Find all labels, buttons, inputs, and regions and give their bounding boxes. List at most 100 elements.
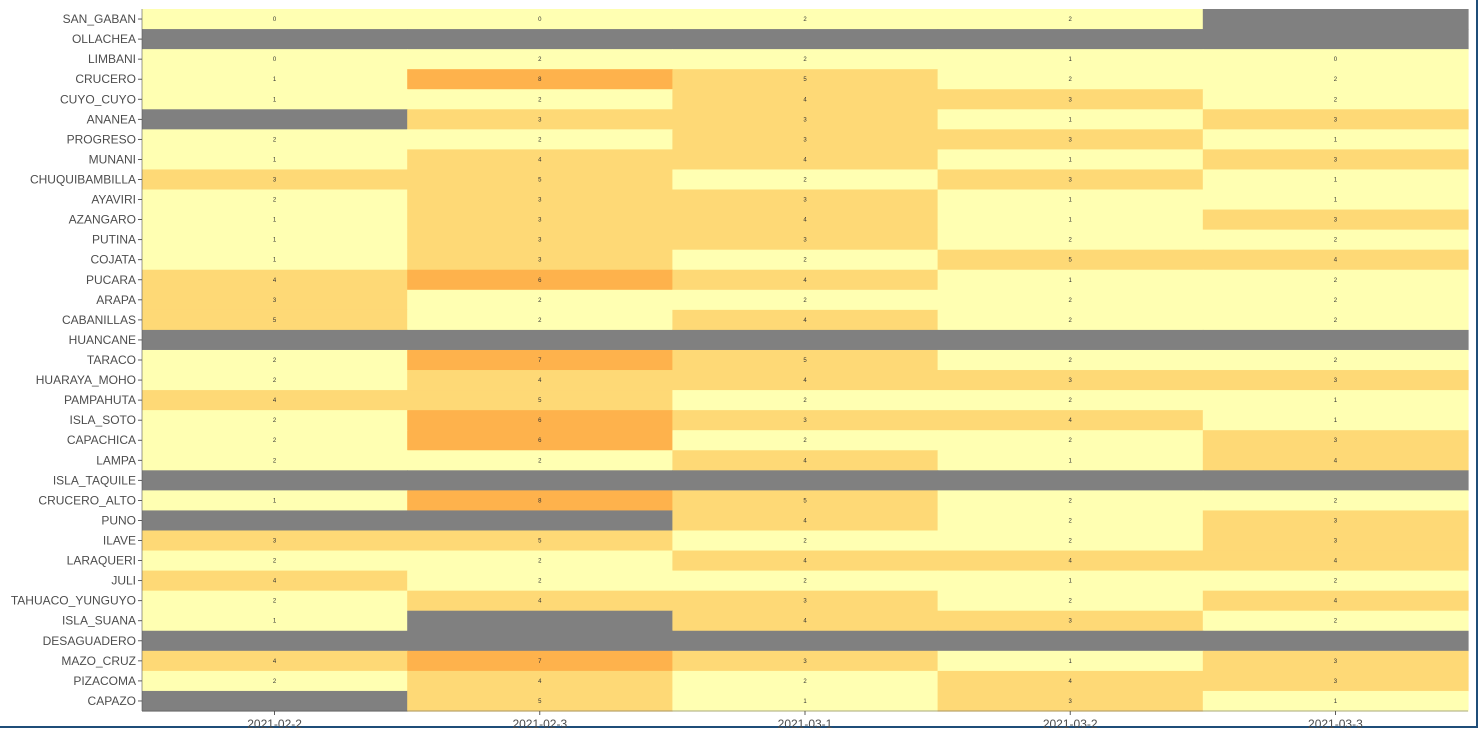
heatmap-cell [937, 590, 1204, 612]
heatmap-cell [937, 129, 1204, 150]
heatmap-cell [937, 29, 1204, 50]
cell-value-label: 3 [538, 238, 542, 244]
cell-value-label: 3 [1069, 137, 1073, 143]
heatmap-cell [407, 550, 673, 572]
heatmap-cell [407, 149, 673, 171]
heatmap-cell [937, 430, 1204, 451]
y-tick-label: ISLA_TAQUILE [53, 473, 136, 487]
cell-value-label: 2 [538, 298, 542, 304]
heatmap-cell [407, 89, 673, 110]
cell-value-label: 6 [538, 438, 542, 444]
y-tick-label: ISLA_SUANA [62, 614, 136, 628]
heatmap-cell [1202, 670, 1469, 692]
cell-value-label: 4 [803, 97, 807, 103]
heatmap-cell [1202, 289, 1469, 311]
heatmap-cell [937, 349, 1204, 371]
heatmap-cell [407, 490, 673, 512]
heatmap-cell [142, 89, 408, 110]
heatmap-cell [672, 129, 939, 150]
heatmap-cell [1202, 470, 1469, 491]
heatmap-cell [672, 570, 939, 592]
heatmap-cell [937, 289, 1204, 311]
cell-value-label: 2 [803, 57, 807, 63]
cell-value-label: 4 [1069, 679, 1073, 685]
cell-value-label: 0 [273, 57, 277, 63]
heatmap-cell [142, 29, 408, 50]
heatmap-cell [937, 229, 1204, 251]
cell-value-label: 2 [273, 198, 277, 204]
heatmap-cell [407, 650, 673, 672]
heatmap-cell [937, 309, 1204, 331]
cell-value-label: 6 [538, 418, 542, 424]
cell-value-label: 3 [1334, 518, 1338, 524]
heatmap-cell [1202, 9, 1469, 30]
cell-value-label: 2 [803, 258, 807, 264]
heatmap-cell [1202, 49, 1469, 70]
heatmap-cell [407, 109, 673, 130]
cell-value-label: 4 [803, 518, 807, 524]
cell-value-label: 2 [538, 137, 542, 143]
heatmap-cell [1202, 349, 1469, 371]
heatmap-cell [1202, 209, 1469, 231]
heatmap-cell [142, 309, 408, 331]
cell-value-label: 3 [1334, 157, 1338, 163]
y-tick-label: CAPACHICA [67, 433, 136, 447]
heatmap-cell [672, 89, 939, 110]
heatmap-cell [672, 229, 939, 251]
heatmap-cell [142, 349, 408, 371]
heatmap-cell [937, 530, 1204, 552]
cell-value-label: 2 [803, 579, 807, 585]
cell-value-label: 2 [538, 57, 542, 63]
cell-value-label: 1 [1069, 117, 1073, 123]
heatmap-cell [142, 209, 408, 231]
heatmap-cell [407, 129, 673, 150]
heatmap-cell [672, 430, 939, 451]
heatmap-cell [1202, 329, 1469, 351]
heatmap-cell [1202, 450, 1469, 471]
cell-value-label: 2 [1334, 318, 1338, 324]
heatmap-cell [142, 690, 408, 712]
heatmap-cell [142, 490, 408, 512]
heatmap-cell [407, 169, 673, 191]
cell-value-label: 2 [803, 177, 807, 183]
cell-value-label: 1 [273, 157, 277, 163]
heatmap-cell [407, 510, 673, 532]
heatmap-cell [407, 209, 673, 231]
cell-value-label: 2 [273, 358, 277, 364]
heatmap-cell [937, 410, 1204, 431]
heatmap-cell [1202, 89, 1469, 110]
cell-value-label: 2 [538, 97, 542, 103]
heatmap-cell [407, 229, 673, 251]
heatmap-cell [672, 490, 939, 512]
heatmap-cell [407, 410, 673, 431]
heatmap-cells [142, 9, 1469, 712]
heatmap-cell [142, 390, 408, 411]
cell-value-label: 2 [1069, 539, 1073, 545]
heatmap-cell [1202, 630, 1469, 652]
cell-value-label: 4 [273, 398, 277, 404]
heatmap-cell [407, 610, 673, 632]
heatmap-cell [1202, 249, 1469, 271]
heatmap-cell [937, 69, 1204, 90]
heatmap-cell [672, 390, 939, 411]
heatmap-cell [937, 510, 1204, 532]
heatmap-cell-labels: 0 0 2 2 0 2 2 1 0 1 8 5 2 2 1 2 4 3 2 3 3 1 3 2 2 3 3 1 1 4 4 1 3 3 5 2 3 1 2 3… [273, 17, 1338, 705]
heatmap-cell [672, 149, 939, 171]
cell-value-label: 4 [1334, 559, 1338, 565]
cell-value-label: 2 [1334, 358, 1338, 364]
cell-value-label: 3 [803, 137, 807, 143]
x-tick-label: 2021-03-3 [1308, 717, 1363, 730]
cell-value-label: 8 [538, 77, 542, 83]
y-tick-label: CABANILLAS [62, 313, 136, 327]
cell-value-label: 4 [803, 157, 807, 163]
y-tick-label: AYAVIRI [91, 193, 136, 207]
cell-value-label: 3 [1334, 539, 1338, 545]
cell-value-label: 4 [803, 378, 807, 384]
heatmap-cell [1202, 510, 1469, 532]
cell-value-label: 2 [803, 298, 807, 304]
heatmap-cell [1202, 490, 1469, 512]
heatmap-cell [1202, 309, 1469, 331]
cell-value-label: 1 [1334, 137, 1338, 143]
cell-value-label: 7 [538, 358, 542, 364]
heatmap-cell [672, 189, 939, 211]
